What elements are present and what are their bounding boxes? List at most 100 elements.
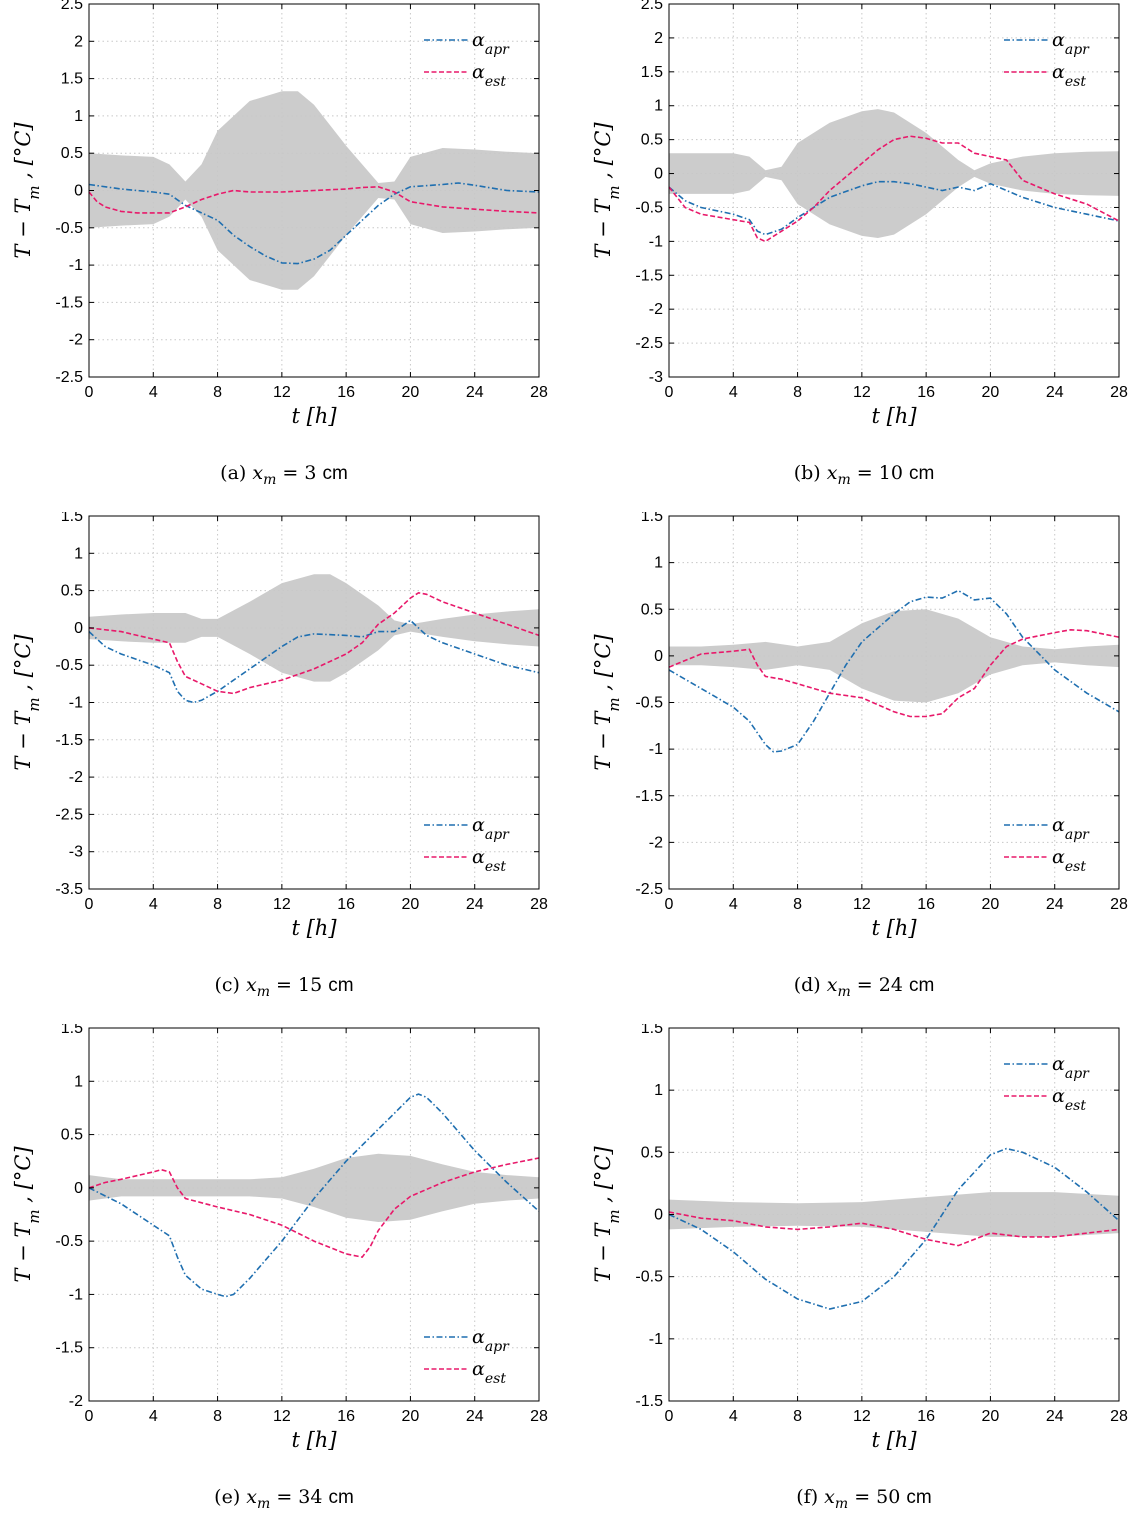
series-line-alpha-est xyxy=(668,1211,1120,1247)
y-tick-label: -3.5 xyxy=(55,881,83,898)
chart-panel-f: 0 4 8 12 16 20 24 28 -1.5 -1 -0.5 0 0.5 1 1.5 t [h] T − … xyxy=(580,1024,1137,1535)
y-tick-label: -1.5 xyxy=(55,732,83,749)
y-tick-label: -2.5 xyxy=(55,369,83,386)
y-tick-label: -2 xyxy=(69,1393,83,1410)
y-tick-label: 0 xyxy=(654,1207,663,1224)
x-tick-label: 16 xyxy=(337,384,355,401)
y-tick-label: 0 xyxy=(74,183,83,200)
x-axis-label: t [h] xyxy=(871,404,917,428)
y-tick-label: -2.5 xyxy=(635,335,663,352)
y-tick-label: 2 xyxy=(74,33,83,50)
x-tick-label: 16 xyxy=(917,896,935,913)
series-line-alpha-apr xyxy=(668,589,1120,753)
x-tick-label: 28 xyxy=(1110,896,1128,913)
legend-label: αest xyxy=(1052,61,1086,90)
chart-svg: 0 4 8 12 16 20 24 28 -3.5 -3 -2.5 -2 -1.5 -1 -0.5 0 0.5 1… xyxy=(11,512,548,940)
y-tick-label: -3 xyxy=(649,369,663,386)
y-tick-label: 0.5 xyxy=(61,1127,83,1144)
x-tick-label: 12 xyxy=(273,896,291,913)
chart-svg: 0 4 8 12 16 20 24 28 -2.5 -2 -1.5 -1 -0.5 0 0.5 1 1.5 t [… xyxy=(591,512,1128,940)
x-tick-label: 16 xyxy=(917,384,935,401)
y-axis-label: T − Tm , [°C] xyxy=(591,634,623,771)
panel-caption: (e) xm = 34 cm xyxy=(214,1486,354,1512)
x-tick-label: 20 xyxy=(402,1408,420,1425)
y-tick-label: 0 xyxy=(74,620,83,637)
y-tick-label: 1 xyxy=(74,1073,83,1090)
panel-caption: (f) xm = 50 cm xyxy=(796,1486,932,1512)
x-tick-label: 28 xyxy=(530,384,548,401)
y-tick-label: 1.5 xyxy=(641,512,663,525)
x-tick-label: 24 xyxy=(466,896,484,913)
y-tick-label: 0.5 xyxy=(61,145,83,162)
y-tick-label: -1 xyxy=(649,1331,663,1348)
y-tick-label: -2 xyxy=(649,834,663,851)
y-tick-label: 2 xyxy=(654,30,663,47)
x-tick-label: 24 xyxy=(1046,896,1064,913)
y-tick-label: -2 xyxy=(69,769,83,786)
x-tick-label: 12 xyxy=(853,384,871,401)
x-tick-label: 4 xyxy=(149,1408,158,1425)
x-axis-label: t [h] xyxy=(291,404,337,428)
y-tick-label: -1.5 xyxy=(635,267,663,284)
x-tick-label: 0 xyxy=(85,896,94,913)
y-tick-label: 0.5 xyxy=(641,132,663,149)
chart-panel-b: 0 4 8 12 16 20 24 28 -3 -2.5 -2 -1.5 -1 -0.5 0 0.5 1 1.5 2… xyxy=(580,0,1137,511)
y-tick-label: 1 xyxy=(74,108,83,125)
y-axis-label: T − Tm , [°C] xyxy=(591,122,623,259)
x-tick-label: 8 xyxy=(793,384,802,401)
x-axis-label: t [h] xyxy=(291,916,337,940)
x-tick-label: 20 xyxy=(982,1408,1000,1425)
x-tick-label: 4 xyxy=(149,896,158,913)
plot-frame xyxy=(88,1027,540,1402)
x-tick-label: 16 xyxy=(917,1408,935,1425)
panel-caption: (d) xm = 24 cm xyxy=(793,974,935,1000)
chart-svg: 0 4 8 12 16 20 24 28 -2 -1.5 -1 -0.5 0 0.5 1 1.5 t [h] T … xyxy=(11,1024,548,1452)
x-tick-label: 12 xyxy=(853,896,871,913)
x-tick-label: 24 xyxy=(466,1408,484,1425)
y-tick-label: -1 xyxy=(69,1286,83,1303)
chart-panel-a: 0 4 8 12 16 20 24 28 -2.5 -2 -1.5 -1 -0.5 0 0.5 1 1.5 2 2.… xyxy=(0,0,568,511)
series-line-alpha-apr xyxy=(668,180,1120,236)
legend-label: αest xyxy=(472,846,506,875)
x-tick-label: 0 xyxy=(85,384,94,401)
y-tick-label: 1.5 xyxy=(61,1024,83,1037)
legend-label: αest xyxy=(472,1358,506,1387)
plot-frame xyxy=(668,3,1120,378)
y-tick-label: -1.5 xyxy=(55,1340,83,1357)
legend-label: αapr xyxy=(472,814,510,843)
chart-svg: 0 4 8 12 16 20 24 28 -2.5 -2 -1.5 -1 -0.5 0 0.5 1 1.5 2 2.… xyxy=(11,0,548,428)
x-tick-label: 20 xyxy=(982,896,1000,913)
series-line-alpha-est xyxy=(668,135,1120,243)
x-tick-label: 0 xyxy=(665,1408,674,1425)
y-axis-label: T − Tm , [°C] xyxy=(11,634,43,771)
panel-caption: (c) xm = 15 cm xyxy=(214,974,354,1000)
x-tick-label: 16 xyxy=(337,1408,355,1425)
panel-caption: (b) xm = 10 cm xyxy=(793,462,935,488)
x-tick-label: 4 xyxy=(729,1408,738,1425)
y-tick-label: 1 xyxy=(654,98,663,115)
y-tick-label: 0.5 xyxy=(641,1144,663,1161)
x-tick-label: 16 xyxy=(337,896,355,913)
series-line-alpha-est xyxy=(88,1157,540,1258)
y-axis-label: T − Tm , [°C] xyxy=(11,122,43,259)
legend-label: αapr xyxy=(472,29,510,58)
x-tick-label: 12 xyxy=(273,384,291,401)
y-tick-label: -1 xyxy=(649,233,663,250)
y-tick-label: -2 xyxy=(69,332,83,349)
series-line-alpha-apr xyxy=(88,619,540,704)
x-tick-label: 20 xyxy=(982,384,1000,401)
y-tick-label: -0.5 xyxy=(55,1233,83,1250)
panel-caption: (a) xm = 3 cm xyxy=(220,462,348,488)
x-tick-label: 0 xyxy=(85,1408,94,1425)
x-tick-label: 24 xyxy=(1046,384,1064,401)
y-tick-label: 1.5 xyxy=(641,1024,663,1037)
legend-label: αapr xyxy=(1052,29,1090,58)
chart-panel-c: 0 4 8 12 16 20 24 28 -3.5 -3 -2.5 -2 -1.5 -1 -0.5 0 0.5 1… xyxy=(0,512,568,1023)
y-tick-label: -0.5 xyxy=(635,199,663,216)
x-tick-label: 12 xyxy=(273,1408,291,1425)
y-tick-label: 0.5 xyxy=(61,583,83,600)
y-tick-label: -3 xyxy=(69,844,83,861)
y-tick-label: -1 xyxy=(649,741,663,758)
chart-svg: 0 4 8 12 16 20 24 28 -1.5 -1 -0.5 0 0.5 1 1.5 t [h] T − … xyxy=(591,1024,1128,1452)
